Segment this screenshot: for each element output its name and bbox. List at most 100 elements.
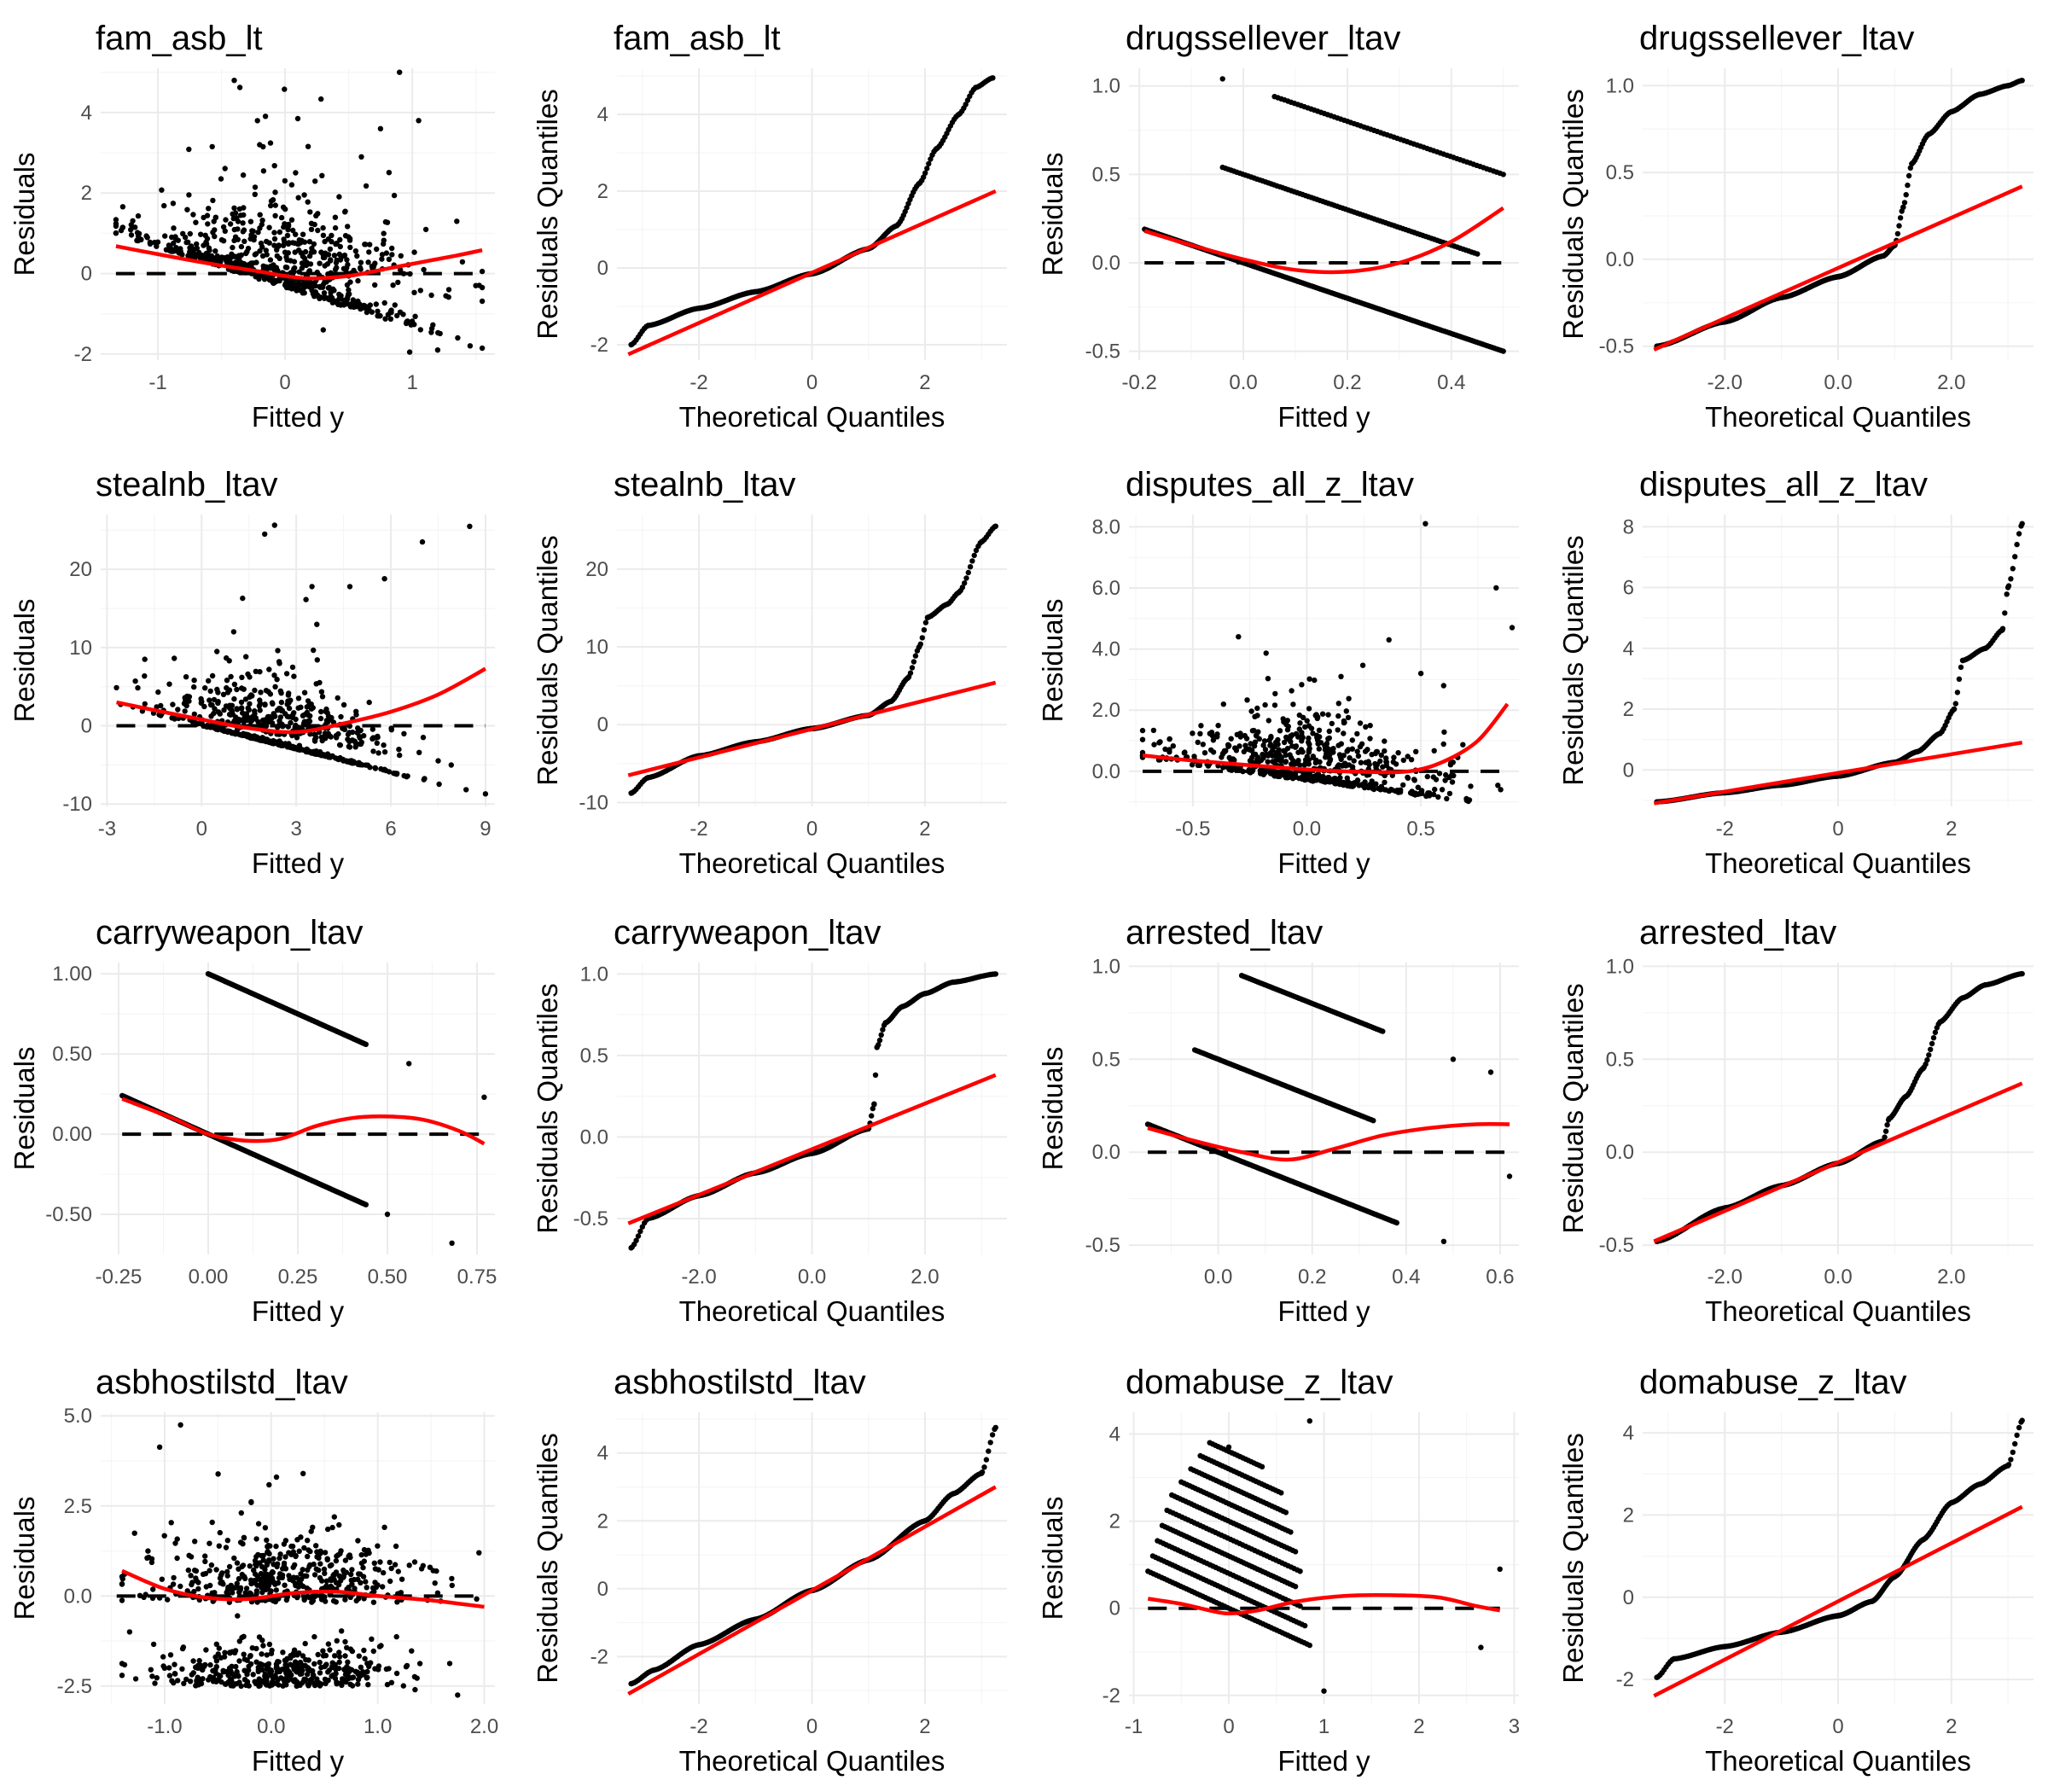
- data-point: [1417, 671, 1424, 677]
- data-point: [888, 698, 894, 705]
- data-point: [259, 221, 265, 228]
- data-point: [1282, 748, 1289, 754]
- data-point: [1440, 1238, 1447, 1245]
- data-point: [337, 742, 343, 748]
- data-point: [332, 755, 339, 761]
- data-point: [1248, 741, 1254, 747]
- data-point: [390, 282, 396, 288]
- data-point: [295, 705, 301, 711]
- data-point: [266, 224, 272, 230]
- data-point: [291, 283, 297, 290]
- data-point: [271, 230, 277, 236]
- data-point: [1335, 762, 1342, 768]
- data-point: [1327, 747, 1333, 753]
- data-point: [1236, 634, 1242, 640]
- data-point: [347, 244, 353, 251]
- data-point: [1395, 750, 1401, 756]
- data-point: [1337, 754, 1344, 760]
- data-point: [1302, 757, 1309, 763]
- y-tick-label: -2: [591, 334, 608, 357]
- data-point: [1377, 758, 1383, 765]
- data-point: [384, 1211, 391, 1218]
- data-point: [645, 775, 651, 781]
- data-points: [1144, 973, 1513, 1245]
- data-point: [223, 217, 229, 223]
- data-point: [1219, 76, 1225, 82]
- data-point: [203, 256, 210, 263]
- data-point: [311, 221, 317, 228]
- data-point: [1440, 741, 1446, 748]
- gridlines: [617, 963, 1007, 1254]
- x-tick-label: 0.0: [1204, 1265, 1232, 1289]
- data-point: [311, 647, 317, 654]
- data-point: [1909, 160, 1915, 167]
- data-point: [1296, 775, 1302, 782]
- data-point: [326, 296, 332, 303]
- data-point: [290, 227, 296, 234]
- x-tick-label: 0.0: [1293, 817, 1321, 841]
- data-point: [1195, 762, 1201, 768]
- data-point: [295, 281, 301, 287]
- data-point: [227, 221, 234, 227]
- data-point: [257, 212, 263, 218]
- data-point: [1327, 758, 1333, 764]
- data-point: [1382, 779, 1388, 785]
- x-tick-label: 0.50: [368, 1265, 408, 1289]
- data-point: [1319, 711, 1326, 717]
- data-point: [381, 576, 387, 582]
- data-point: [241, 686, 247, 692]
- data-point: [194, 241, 200, 247]
- data-point: [346, 291, 352, 297]
- data-point: [257, 697, 263, 703]
- data-point: [283, 671, 290, 677]
- data-point: [275, 648, 281, 654]
- data-point: [340, 756, 346, 763]
- data-point: [262, 113, 269, 119]
- data-point: [1290, 758, 1296, 764]
- data-point: [1374, 748, 1381, 755]
- data-point: [1358, 759, 1364, 765]
- data-point: [1265, 718, 1272, 724]
- x-tick-label: 3: [290, 817, 301, 841]
- panel-p8: -2 0 202468disputes_all_z_ltavTheoretical …: [1557, 466, 2033, 879]
- y-tick-label: 10: [585, 636, 608, 659]
- y-tick-label: -10: [62, 793, 92, 816]
- data-point: [1882, 1128, 1889, 1134]
- data-point: [317, 260, 323, 266]
- data-point: [252, 687, 258, 694]
- data-point: [1436, 771, 1443, 777]
- data-point: [1181, 750, 1188, 756]
- loess-smooth-line: [1147, 1121, 1510, 1162]
- data-point: [1341, 730, 1347, 736]
- x-axis-label: Theoretical Quantiles: [679, 1295, 945, 1327]
- y-tick-label: 1.0: [580, 963, 608, 986]
- data-point: [332, 266, 339, 272]
- x-tick-label: 0: [279, 371, 290, 394]
- data-point: [240, 220, 246, 226]
- data-point: [250, 228, 256, 235]
- data-point: [270, 197, 276, 203]
- data-point: [216, 256, 222, 262]
- data-point: [257, 669, 263, 675]
- data-point: [252, 191, 258, 197]
- data-point: [397, 752, 403, 759]
- x-tick-label: 1: [406, 371, 417, 394]
- data-point: [347, 279, 353, 285]
- data-point: [218, 176, 224, 182]
- data-point: [1449, 779, 1456, 785]
- data-point: [1258, 757, 1265, 764]
- data-point: [170, 701, 176, 707]
- data-point: [2004, 83, 2011, 89]
- gridlines: [617, 68, 1007, 360]
- data-point: [1295, 734, 1301, 740]
- y-tick-label: 0: [597, 713, 608, 736]
- data-point: [1468, 783, 1474, 789]
- data-point: [237, 212, 244, 218]
- data-point: [1500, 348, 1506, 354]
- data-point: [1260, 742, 1266, 748]
- panel-title: drugssellever_ltav: [1639, 20, 1914, 57]
- data-point: [1310, 778, 1316, 784]
- data-point: [1951, 706, 1958, 713]
- data-point: [327, 246, 334, 253]
